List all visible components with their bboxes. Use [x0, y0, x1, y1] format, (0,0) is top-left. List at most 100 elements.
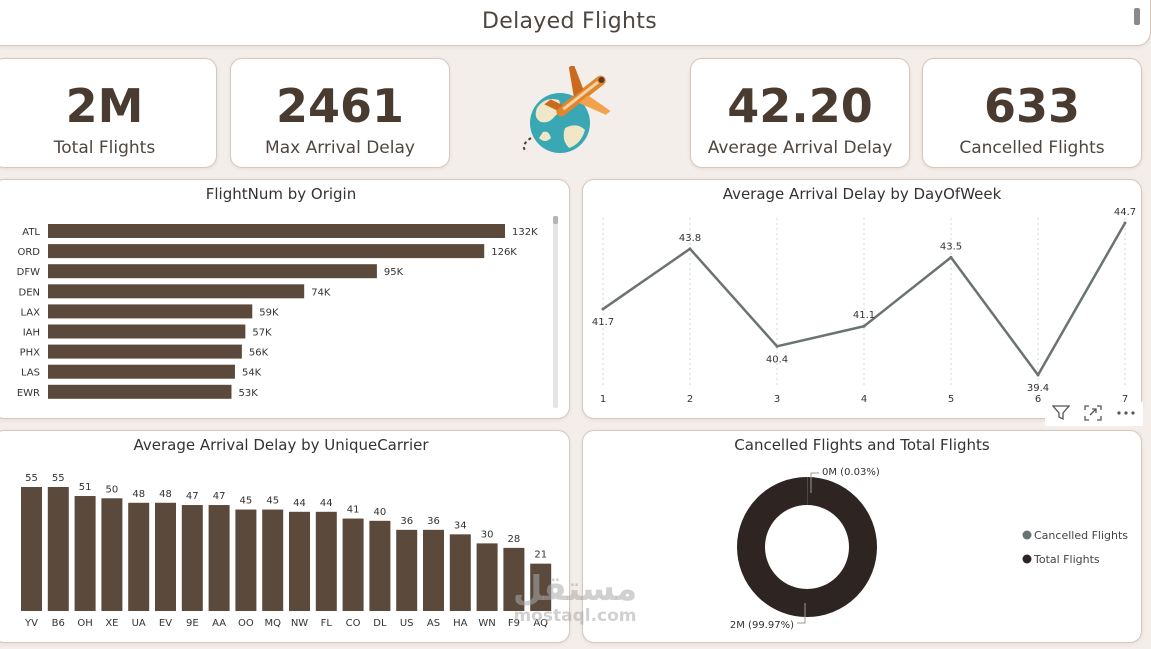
data-label: 56K — [249, 348, 269, 359]
bar — [181, 505, 203, 611]
bar — [449, 534, 471, 611]
focus-mode-icon[interactable] — [1084, 404, 1102, 424]
data-label: 34 — [454, 520, 467, 531]
scrollbar-thumb — [553, 216, 558, 224]
data-label: 21 — [534, 550, 547, 561]
bar — [369, 520, 391, 611]
x-axis-label: 1 — [600, 394, 606, 405]
bar — [48, 324, 246, 339]
chart-flightnum-by-origin[interactable]: FlightNum by Origin ATL 132K ORD 126K DFW 95K… — [0, 179, 570, 419]
bar — [155, 502, 176, 611]
dashboard-header: Delayed Flights — [0, 0, 1151, 46]
chart-title: Average Arrival Delay by UniqueCarrier — [133, 436, 429, 454]
x-axis-label: 2 — [687, 394, 693, 405]
x-axis-label: FL — [321, 618, 333, 629]
kpi-value: 633 — [983, 79, 1081, 133]
legend-label: Total Flights — [1033, 553, 1100, 566]
data-label: 48 — [159, 489, 172, 500]
bar — [48, 244, 485, 259]
x-axis-label: EV — [159, 618, 172, 629]
kpi-card-cancelled-flights: 633 Cancelled Flights — [922, 58, 1142, 168]
data-label: 51 — [79, 482, 92, 493]
x-axis-label: 4 — [861, 394, 867, 405]
data-label: 57K — [252, 328, 272, 339]
data-label: 44.7 — [1114, 207, 1136, 218]
data-label: 59K — [259, 307, 279, 318]
kpi-card-total-flights: 2M Total Flights — [0, 58, 217, 168]
x-axis-label: B6 — [52, 618, 65, 629]
bar — [48, 364, 235, 379]
scrollbar-thumb[interactable] — [1134, 8, 1140, 25]
data-label: 39.4 — [1027, 383, 1049, 394]
data-label: 40 — [374, 507, 387, 518]
y-axis-label: DFW — [17, 267, 40, 278]
x-axis-label: AS — [427, 618, 440, 629]
chart-average-arrival-delay-by-uniquecarrier[interactable]: Average Arrival Delay by UniqueCarrier 5… — [0, 430, 570, 643]
data-label: 55 — [52, 473, 65, 484]
data-point — [688, 247, 692, 251]
data-label: 43.8 — [679, 233, 701, 244]
bar — [530, 563, 552, 611]
kpi-card-average-arrival-delay: 42.20 Average Arrival Delay — [690, 58, 910, 168]
legend-marker — [1022, 530, 1032, 540]
data-label: 40.4 — [766, 354, 788, 365]
x-axis-label: 9E — [186, 618, 199, 629]
bar — [342, 518, 364, 611]
bar — [289, 511, 310, 611]
y-axis-label: EWR — [17, 388, 40, 399]
x-axis-label: UA — [132, 618, 146, 629]
data-label: 43.5 — [940, 241, 962, 252]
filter-icon[interactable] — [1051, 404, 1071, 424]
bar — [476, 543, 498, 611]
data-label: 126K — [491, 247, 517, 258]
kpi-label: Total Flights — [53, 138, 156, 158]
bar — [262, 509, 284, 611]
bar — [48, 384, 232, 399]
bar — [21, 487, 42, 611]
bar — [128, 502, 150, 611]
data-point — [775, 344, 779, 348]
x-axis-label: AA — [212, 618, 226, 629]
data-label: 41.1 — [853, 310, 875, 321]
chart-plot-area: 0M (0.03%) 2M (99.97%) Cancelled Flights To… — [730, 467, 1128, 631]
kpi-label: Average Arrival Delay — [707, 138, 893, 158]
chart-title: Cancelled Flights and Total Flights — [734, 436, 990, 454]
kpi-value: 2M — [65, 79, 144, 133]
y-axis-label: ATL — [22, 227, 40, 238]
data-label: 53K — [238, 388, 258, 399]
y-axis-label: IAH — [23, 328, 40, 339]
bar — [48, 264, 377, 279]
chart-plot-area: ATL 132K ORD 126K DFW 95K DEN 74K LAX 59K IAH 57K PH… — [17, 216, 558, 408]
more-options-icon[interactable] — [1116, 405, 1136, 424]
donut-slice — [737, 477, 877, 617]
leader-line — [810, 472, 819, 493]
airplane-globe-icon — [522, 66, 611, 153]
x-axis-label: 5 — [948, 394, 954, 405]
data-label: 74K — [311, 287, 331, 298]
data-label: 30 — [481, 529, 494, 540]
chart-title: Average Arrival Delay by DayOfWeek — [722, 185, 1002, 203]
chart-average-arrival-delay-by-dayofweek[interactable]: Average Arrival Delay by DayOfWeek 1 2 3 4 5… — [582, 179, 1142, 419]
legend-marker — [1022, 554, 1032, 564]
leader-line — [797, 603, 806, 624]
data-label: 45 — [240, 496, 253, 507]
x-axis-label: YV — [24, 618, 38, 629]
data-label: 0M (0.03%) — [822, 467, 880, 478]
bar — [47, 487, 69, 611]
x-axis-label: 7 — [1122, 394, 1128, 405]
y-axis-label: PHX — [20, 348, 41, 359]
kpi-label: Max Arrival Delay — [265, 138, 415, 158]
chart-cancelled-and-total-flights[interactable]: Cancelled Flights and Total Flights 0M (… — [582, 430, 1142, 643]
data-label: 36 — [400, 516, 413, 527]
x-axis-label: 3 — [774, 394, 780, 405]
data-label: 2M (99.97%) — [730, 620, 794, 631]
bar — [235, 509, 257, 611]
donut-slice — [737, 477, 877, 617]
data-label: 95K — [384, 267, 404, 278]
data-label: 45 — [266, 496, 279, 507]
data-label: 50 — [106, 484, 119, 495]
data-point — [949, 255, 953, 259]
kpi-label: Cancelled Flights — [959, 138, 1105, 158]
data-label: 28 — [508, 534, 521, 545]
y-axis-label: LAX — [21, 307, 41, 318]
